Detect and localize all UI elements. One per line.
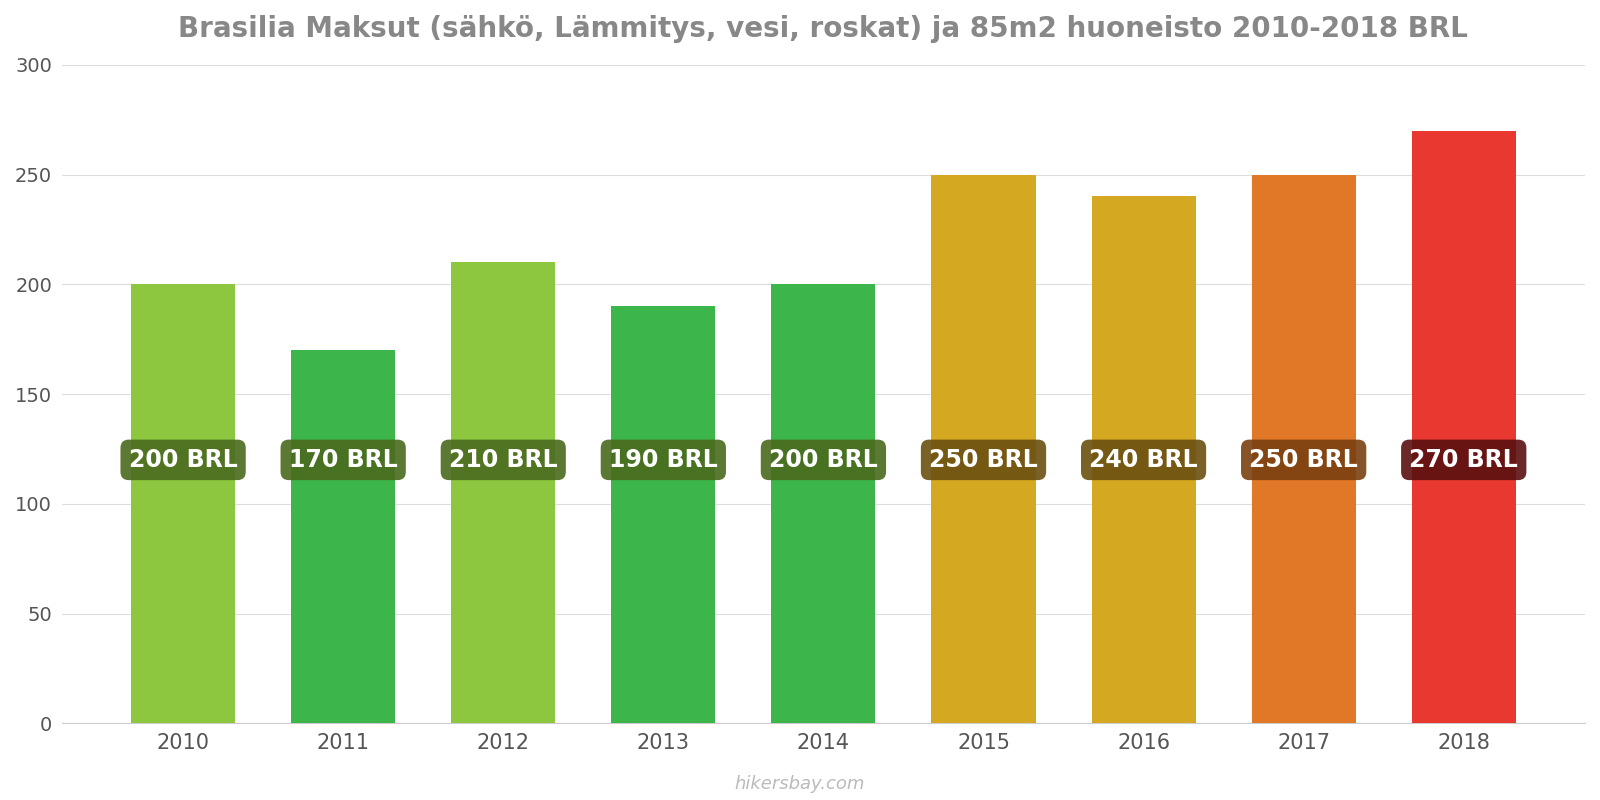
Bar (771, 284, 875, 723)
Bar (451, 262, 555, 723)
Text: hikersbay.com: hikersbay.com (734, 775, 866, 793)
Text: 250 BRL: 250 BRL (1250, 448, 1358, 472)
Text: 270 BRL: 270 BRL (1410, 448, 1518, 472)
Text: 210 BRL: 210 BRL (450, 448, 557, 472)
Bar (291, 350, 395, 723)
Bar (1091, 197, 1195, 723)
Text: 200 BRL: 200 BRL (770, 448, 878, 472)
Bar (1411, 130, 1515, 723)
Text: 170 BRL: 170 BRL (290, 448, 397, 472)
Text: 200 BRL: 200 BRL (128, 448, 237, 472)
Text: 250 BRL: 250 BRL (930, 448, 1038, 472)
Text: 190 BRL: 190 BRL (610, 448, 718, 472)
Bar (1251, 174, 1355, 723)
Bar (611, 306, 715, 723)
Text: 240 BRL: 240 BRL (1090, 448, 1198, 472)
Bar (931, 174, 1035, 723)
Bar (131, 284, 235, 723)
Title: Brasilia Maksut (sähkö, Lämmitys, vesi, roskat) ja 85m2 huoneisto 2010-2018 BRL: Brasilia Maksut (sähkö, Lämmitys, vesi, … (179, 15, 1469, 43)
